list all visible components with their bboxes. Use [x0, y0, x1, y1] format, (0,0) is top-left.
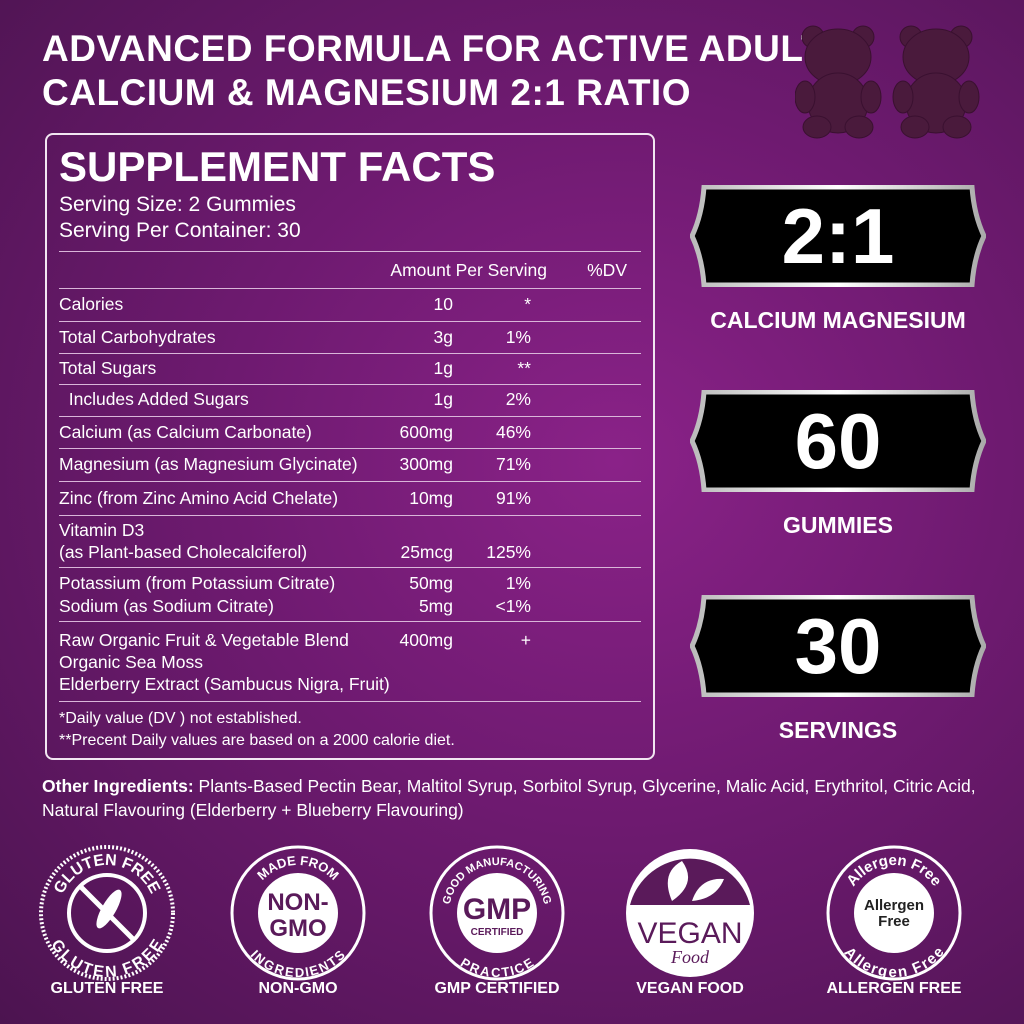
nutrient-name: (as Plant-based Cholecalciferol): [59, 542, 308, 562]
nutrient-name: Magnesium (as Magnesium Glycinate): [59, 454, 358, 474]
nutrient-name: Elderberry Extract (Sambucus Nigra, Frui…: [59, 674, 390, 694]
divider: [59, 353, 641, 354]
nutrient-name: Calcium (as Calcium Carbonate): [59, 422, 312, 442]
facts-title: SUPPLEMENT FACTS: [59, 143, 496, 190]
nutrient-dv: 91%: [495, 488, 531, 508]
nutrient-name: Total Sugars: [59, 358, 157, 378]
highlight-label: SERVINGS: [778, 717, 898, 743]
badge-label: NON-GMO: [258, 980, 338, 997]
headline-line-2: CALCIUM & MAGNESIUM 2:1 RATIO: [42, 72, 691, 113]
nutrient-amount: 50mg: [409, 573, 453, 593]
plaque-frame: [690, 595, 986, 697]
badge-label: GMP CERTIFIED: [434, 980, 560, 997]
nutrient-name: Sodium (as Sodium Citrate): [59, 596, 274, 616]
nutrient-dv: 125%: [486, 542, 531, 562]
nutrient-dv: 1%: [505, 327, 531, 347]
highlight-value: 30: [794, 601, 882, 690]
plaque-frame: [690, 390, 986, 492]
highlight-label: GUMMIES: [783, 512, 893, 538]
gluten-free-icon: GLUTEN FREE GLUTEN FREE: [37, 843, 177, 983]
divider: [59, 481, 641, 482]
badge-label: GLUTEN FREE: [50, 980, 164, 997]
nutrient-amount: 1g: [433, 389, 453, 409]
highlight-plaque: 30: [690, 595, 986, 697]
allergen-free-icon: Allergen Free Allergen Free Allergen Free: [824, 843, 964, 983]
divider: [59, 701, 641, 702]
nutrient-dv: 71%: [495, 454, 531, 474]
svg-text:GMP: GMP: [463, 893, 531, 926]
highlight-plaque: 60: [690, 390, 986, 492]
svg-text:Food: Food: [670, 947, 710, 967]
gmp-certified-icon: GOOD MANUFACTURING PRACTICE GMP CERTIFIED: [427, 843, 567, 983]
divider: [59, 384, 641, 385]
divider: [59, 448, 641, 449]
nutrient-name: Potassium (from Potassium Citrate): [59, 573, 336, 593]
divider: [59, 621, 641, 622]
divider: [59, 251, 641, 252]
divider: [59, 567, 641, 568]
nutrient-dv: 46%: [495, 422, 531, 442]
nutrient-dv: +: [520, 630, 531, 650]
highlight-value: 2:1: [781, 191, 895, 280]
servings-per-container: Serving Per Container: 30: [59, 219, 301, 242]
svg-text:VEGAN: VEGAN: [637, 917, 742, 950]
svg-text:Free: Free: [878, 913, 910, 930]
footnote-1: *Daily value (DV ) not established.: [59, 710, 302, 727]
divider: [59, 416, 641, 417]
highlight-plaque: 2:1: [690, 185, 986, 287]
divider: [59, 288, 641, 289]
nutrient-dv: 2%: [505, 389, 531, 409]
amount-column-header: Amount Per Serving: [390, 260, 547, 280]
svg-text:PRACTICE: PRACTICE: [458, 955, 536, 980]
nutrient-name: Vitamin D3: [59, 520, 145, 540]
other-ingredients-label: Other Ingredients:: [42, 776, 194, 796]
headline-line-1: ADVANCED FORMULA FOR ACTIVE ADULTS: [42, 28, 849, 69]
nutrient-amount: 25mcg: [400, 542, 453, 562]
plaque-frame: [690, 185, 986, 287]
nutrient-name: Organic Sea Moss: [59, 652, 203, 672]
nutrient-name: Includes Added Sugars: [59, 389, 249, 409]
divider: [59, 321, 641, 322]
badge-label: VEGAN FOOD: [636, 980, 744, 997]
serving-size: Serving Size: 2 Gummies: [59, 193, 296, 216]
dv-column-header: %DV: [587, 260, 627, 280]
nutrient-dv: <1%: [495, 596, 531, 616]
svg-text:GLUTEN FREE: GLUTEN FREE: [47, 936, 166, 981]
supplement-facts-panel: SUPPLEMENT FACTS Serving Size: 2 Gummies…: [45, 133, 655, 760]
nutrient-amount: 3g: [433, 327, 453, 347]
nutrient-dv: *: [524, 294, 531, 314]
footnote-2: **Precent Daily values are based on a 20…: [59, 732, 455, 749]
divider: [59, 515, 641, 516]
nutrient-name: Raw Organic Fruit & Vegetable Blend: [59, 630, 349, 650]
svg-text:NON-: NON-: [267, 889, 328, 916]
non-gmo-icon: MADE FROM INGREDIENTS NON- GMO: [228, 843, 368, 983]
highlight-label: CALCIUM MAGNESIUM: [710, 307, 966, 333]
nutrient-dv: **: [517, 358, 531, 378]
svg-text:CERTIFIED: CERTIFIED: [471, 927, 524, 938]
nutrient-dv: 1%: [505, 573, 531, 593]
nutrient-amount: 10mg: [409, 488, 453, 508]
nutrient-name: Zinc (from Zinc Amino Acid Chelate): [59, 488, 339, 508]
nutrient-amount: 10: [433, 294, 453, 314]
nutrient-name: Total Carbohydrates: [59, 327, 216, 347]
badge-label: ALLERGEN FREE: [826, 980, 962, 997]
nutrient-amount: 5mg: [418, 596, 453, 616]
svg-text:Allergen: Allergen: [864, 897, 924, 914]
gummy-bears-image: [795, 25, 980, 139]
svg-text:GMO: GMO: [269, 915, 326, 942]
nutrient-amount: 600mg: [399, 422, 453, 442]
nutrient-amount: 400mg: [399, 630, 453, 650]
vegan-food-icon: VEGAN Food: [620, 843, 760, 983]
other-ingredients: Other Ingredients: Plants-Based Pectin B…: [42, 774, 1002, 822]
nutrient-amount: 1g: [433, 358, 453, 378]
highlight-value: 60: [794, 396, 882, 485]
nutrient-amount: 300mg: [399, 454, 453, 474]
nutrient-name: Calories: [59, 294, 124, 314]
other-ingredients-text: Plants-Based Pectin Bear, Maltitol Syrup…: [42, 776, 976, 820]
